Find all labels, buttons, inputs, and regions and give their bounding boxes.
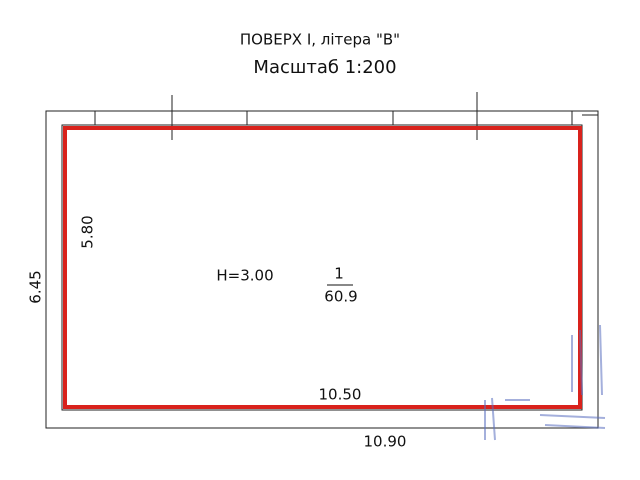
plan-title: ПОВЕРХ I, літера "В" (240, 31, 400, 49)
room-area: 60.9 (324, 288, 357, 306)
outer-length: 10.90 (364, 433, 407, 451)
inner-length: 10.50 (319, 386, 362, 404)
outer-height: 6.45 (27, 270, 45, 303)
room-outline (63, 126, 582, 409)
wall-ticks (94, 92, 598, 140)
stamp (484, 324, 606, 441)
outer-wall (45, 110, 599, 429)
plan-scale: Масштаб 1:200 (253, 57, 396, 78)
ceiling-height: H=3.00 (216, 267, 273, 285)
room-number: 1 (334, 265, 344, 283)
inner-height: 5.80 (79, 215, 97, 248)
